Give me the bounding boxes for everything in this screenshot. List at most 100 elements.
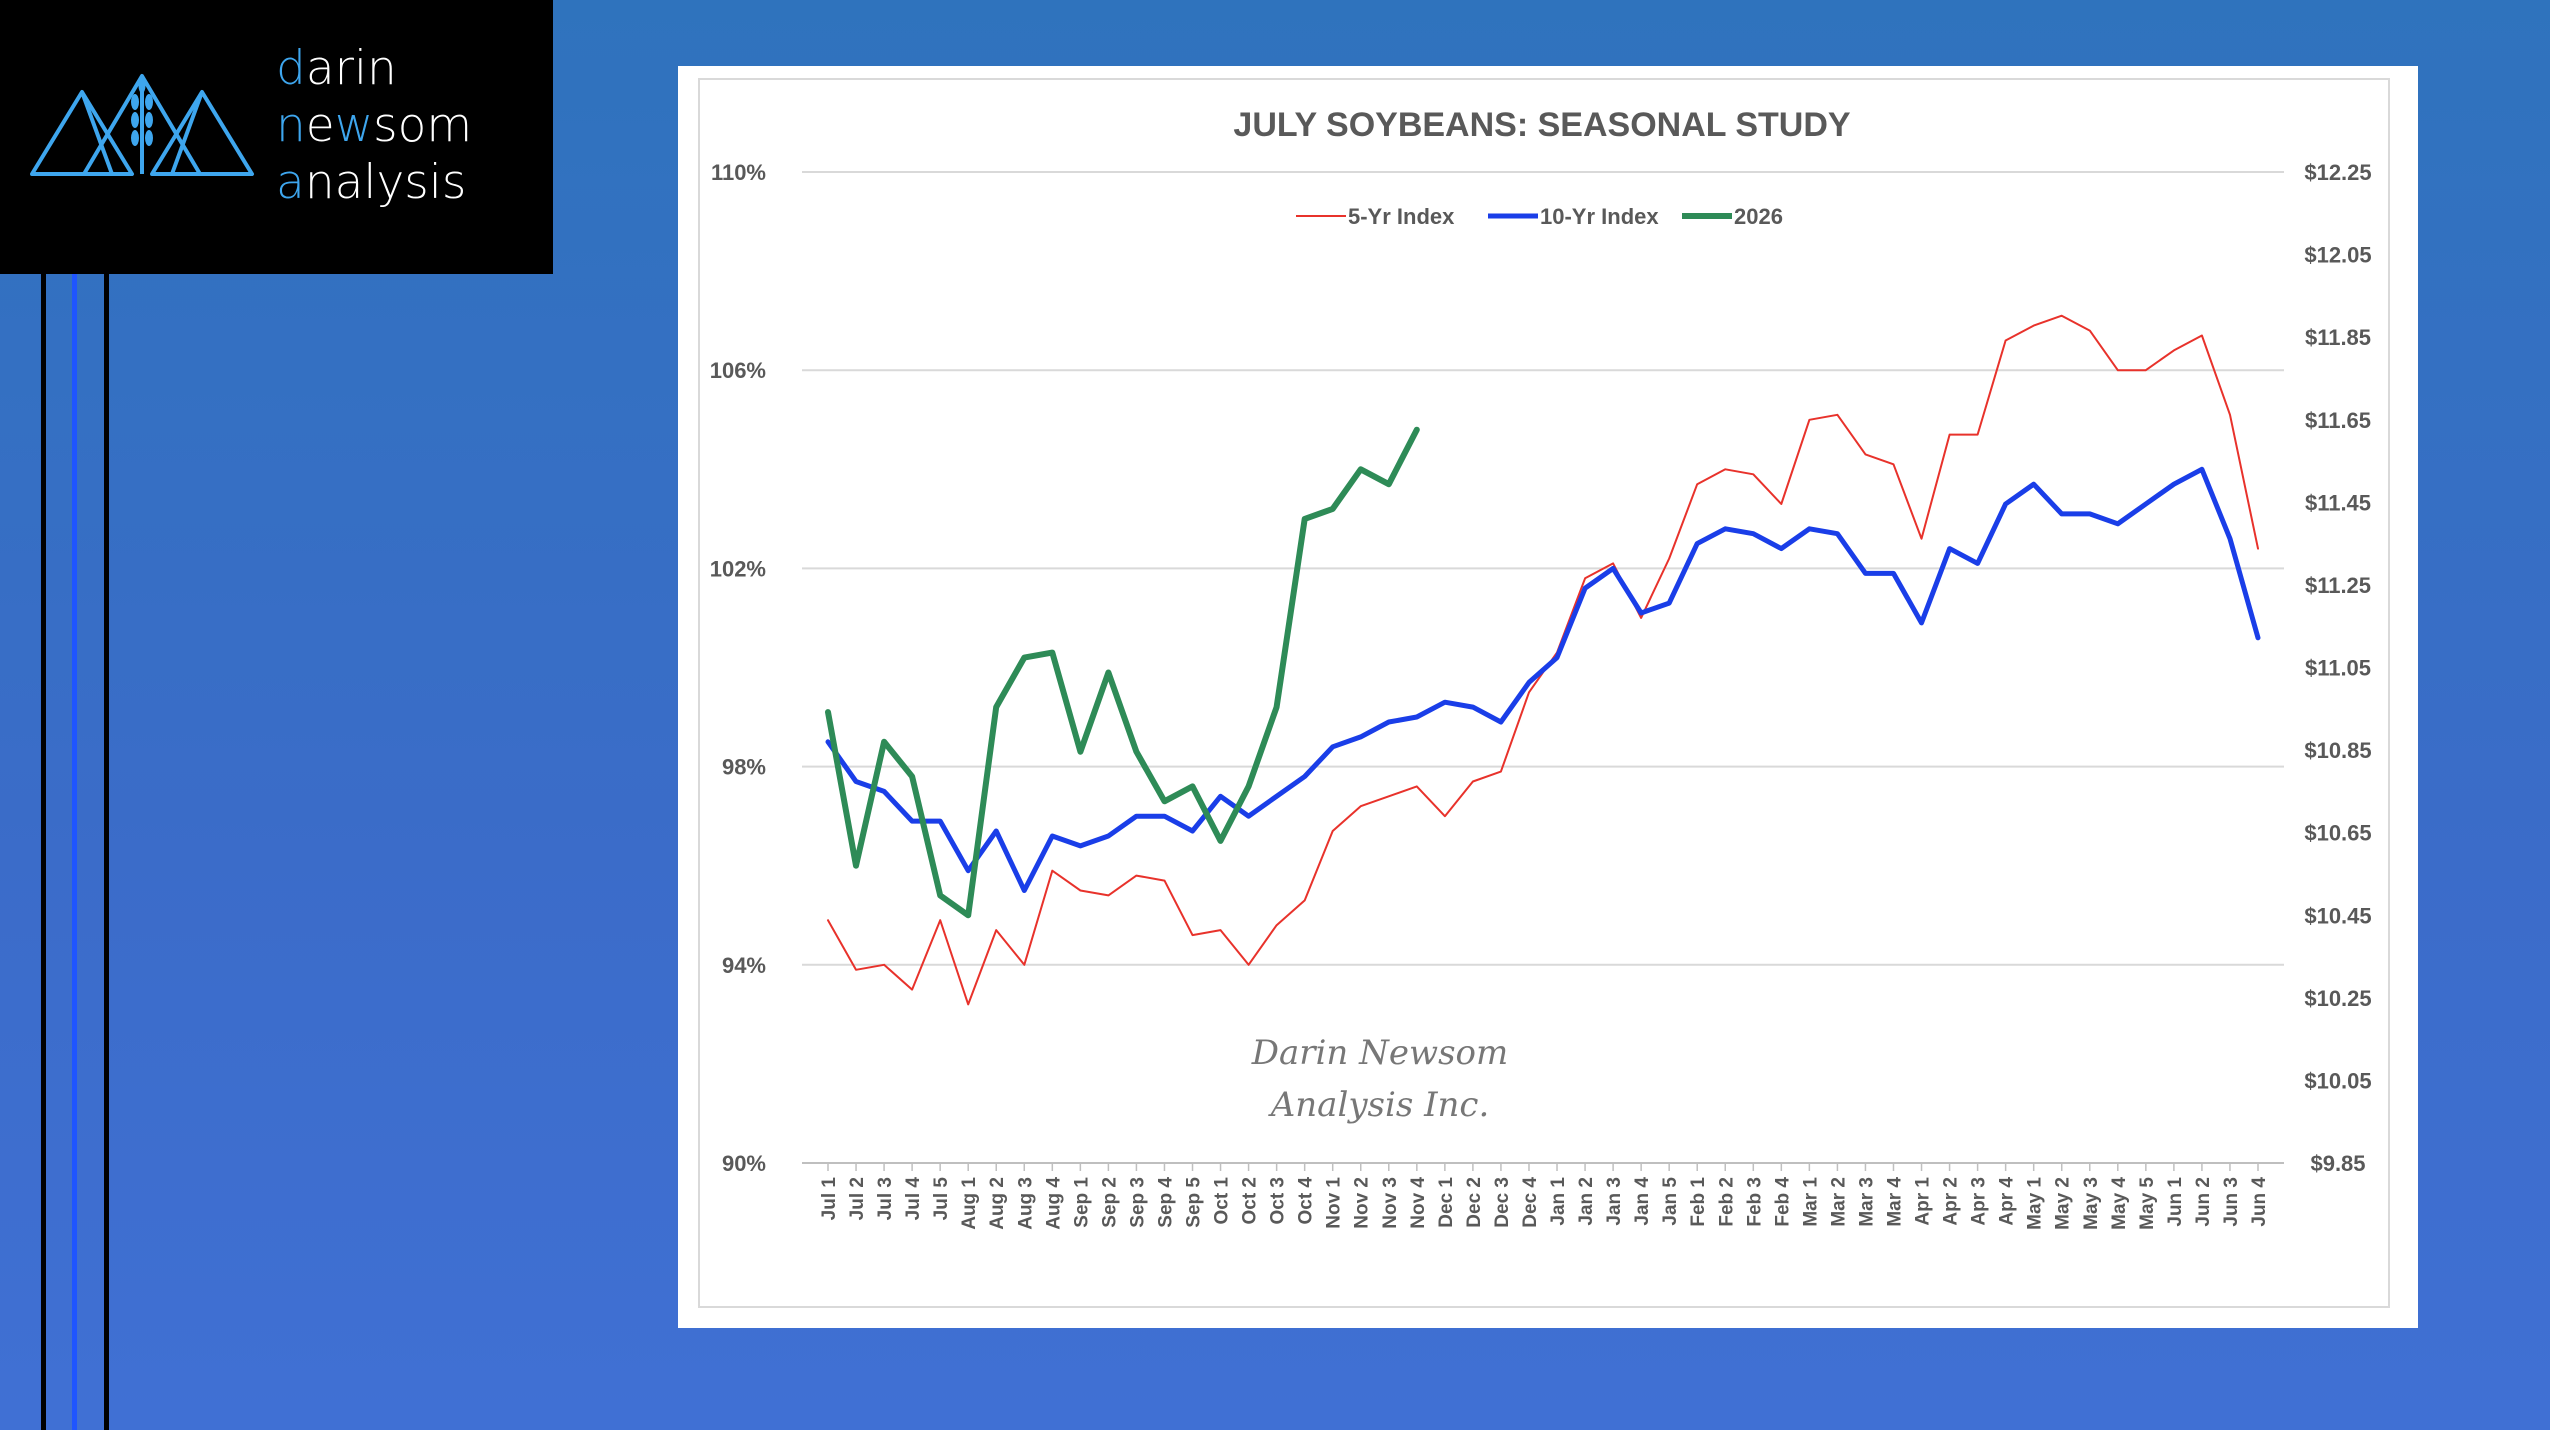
right-tick-label: $10.65 [2304, 821, 2371, 846]
x-tick-label: Aug 4 [1043, 1177, 1064, 1230]
brand-initial-d: d [276, 41, 306, 96]
brand-rest-3: nalysis [304, 155, 467, 210]
right-tick-label: $12.25 [2304, 160, 2371, 185]
chart-legend: 5-Yr Index 10-Yr Index 2026 [1296, 204, 1783, 229]
right-tick-label: $11.45 [2305, 490, 2371, 515]
chart-title: JULY SOYBEANS: SEASONAL STUDY [1233, 106, 1851, 144]
x-tick-label: Mar 1 [1800, 1177, 1821, 1227]
x-tick-label: Jul 2 [847, 1177, 868, 1220]
legend-label: 5-Yr Index [1348, 204, 1455, 229]
x-tick-label: Nov 2 [1352, 1177, 1373, 1229]
left-tick-label: 106% [710, 358, 766, 383]
x-tick-label: Mar 3 [1856, 1177, 1877, 1227]
right-tick-label: $10.25 [2304, 986, 2371, 1011]
x-tick-label: Jul 3 [875, 1177, 896, 1220]
x-tick-label: Sep 4 [1155, 1177, 1176, 1228]
x-tick-label: Jul 5 [931, 1177, 952, 1221]
left-tick-label: 98% [722, 755, 766, 780]
chart-area: JULY SOYBEANS: SEASONAL STUDY 110% 106% 10… [698, 78, 2390, 1308]
legend-label: 2026 [1734, 204, 1783, 229]
brand-hl-w: w [334, 98, 374, 153]
brand-line-1: darin [276, 40, 472, 97]
x-tick-label: Feb 2 [1716, 1177, 1737, 1227]
x-tick-label: Nov 1 [1324, 1177, 1345, 1229]
brand-name: darin newsom analysis [276, 40, 472, 211]
left-axis-ticks: 110% 106% 102% 98% 94% 90% [710, 160, 766, 1176]
x-tick-label: Jun 4 [2249, 1177, 2270, 1227]
x-tick-label: Aug 2 [987, 1177, 1008, 1230]
x-tick-label: Oct 2 [1240, 1177, 1261, 1225]
x-tick-label: Jan 2 [1576, 1177, 1597, 1226]
x-tick-label: May 4 [2109, 1177, 2130, 1230]
left-tick-label: 94% [722, 953, 766, 978]
x-tick-label: Dec 2 [1464, 1177, 1485, 1228]
x-tick-label: Sep 5 [1184, 1177, 1205, 1228]
brand-line-3: analysis [276, 154, 472, 211]
x-tick-label: Jan 1 [1548, 1177, 1569, 1226]
x-tick-label: Oct 3 [1268, 1177, 1289, 1225]
watermark-line-1: Darin Newsom [1251, 1033, 1509, 1073]
right-tick-label: $11.85 [2305, 325, 2371, 350]
x-tick-label: Jul 1 [819, 1177, 840, 1221]
x-tick-label: Aug 3 [1015, 1177, 1036, 1230]
x-axis-ticks: Jul 1 Jul 2 Jul 3 Jul 4 Jul 5 Aug 1 Aug 2 Aug 3… [819, 1163, 2270, 1230]
x-tick-label: Jul 4 [903, 1177, 924, 1221]
x-tick-label: Apr 1 [1913, 1177, 1934, 1226]
x-tick-label: Aug 1 [959, 1177, 980, 1230]
x-tick-label: May 5 [2137, 1177, 2158, 1230]
series-lines [825, 314, 2261, 1006]
mountains-wheat-icon [30, 74, 254, 176]
x-tick-label: Jan 5 [1660, 1177, 1681, 1226]
series-line-2 [825, 466, 2261, 893]
left-tick-label: 102% [710, 556, 766, 581]
x-tick-label: Dec 4 [1520, 1177, 1541, 1228]
right-tick-label: $10.85 [2304, 738, 2371, 763]
x-tick-label: Feb 1 [1688, 1177, 1709, 1227]
brand-rest-2: som [373, 98, 473, 153]
series-line-3 [825, 426, 1420, 919]
x-tick-label: May 3 [2081, 1177, 2102, 1230]
x-tick-label: Oct 4 [1296, 1177, 1317, 1225]
x-tick-label: Feb 3 [1744, 1177, 1765, 1227]
brand-line-2: newsom [276, 97, 472, 154]
x-tick-label: May 2 [2053, 1177, 2074, 1230]
x-tick-label: Sep 1 [1071, 1177, 1092, 1228]
grid-lines [802, 171, 2284, 1164]
x-tick-label: Apr 4 [1997, 1177, 2018, 1226]
decor-line-blue [72, 274, 77, 1430]
decor-line-black-2 [104, 274, 109, 1430]
legend-label: 10-Yr Index [1540, 204, 1659, 229]
brand-logo: darin newsom analysis [0, 0, 553, 274]
x-tick-label: Oct 1 [1212, 1177, 1233, 1225]
x-tick-label: Dec 3 [1492, 1177, 1513, 1228]
x-tick-label: May 1 [2025, 1177, 2046, 1230]
x-tick-label: Feb 4 [1772, 1177, 1793, 1227]
x-tick-label: Sep 3 [1127, 1177, 1148, 1228]
x-tick-label: Apr 2 [1941, 1177, 1962, 1226]
series-line-1 [827, 314, 2259, 1006]
x-tick-label: Jan 3 [1604, 1177, 1625, 1226]
watermark-line-2: Analysis Inc. [1268, 1085, 1490, 1125]
x-tick-label: Sep 2 [1099, 1177, 1120, 1228]
x-tick-label: Jun 1 [2165, 1177, 2186, 1227]
brand-initial-a: a [276, 155, 305, 210]
brand-mid-2: e [305, 98, 335, 153]
right-tick-label: $11.05 [2305, 656, 2371, 681]
right-tick-label: $9.85 [2310, 1151, 2365, 1176]
chart-frame: JULY SOYBEANS: SEASONAL STUDY 110% 106% 10… [678, 66, 2418, 1328]
x-tick-label: Nov 4 [1408, 1177, 1429, 1229]
x-tick-label: Jun 3 [2221, 1177, 2242, 1227]
seasonal-chart: JULY SOYBEANS: SEASONAL STUDY 110% 106% 10… [710, 106, 2372, 1230]
x-tick-label: Dec 1 [1436, 1177, 1457, 1228]
brand-rest-1: arin [305, 41, 397, 96]
brand-initial-n: n [276, 98, 306, 153]
right-tick-label: $11.65 [2305, 408, 2371, 433]
x-tick-label: Apr 3 [1969, 1177, 1990, 1226]
right-axis-ticks: $12.25 $12.05 $11.85 $11.65 $11.45 $11.25 $11.… [2304, 160, 2371, 1176]
x-tick-label: Mar 4 [1884, 1177, 1905, 1227]
x-tick-label: Nov 3 [1380, 1177, 1401, 1229]
x-tick-label: Jan 4 [1632, 1177, 1653, 1226]
right-tick-label: $10.45 [2304, 903, 2371, 928]
left-tick-label: 90% [722, 1151, 766, 1176]
right-tick-label: $12.05 [2304, 243, 2371, 268]
